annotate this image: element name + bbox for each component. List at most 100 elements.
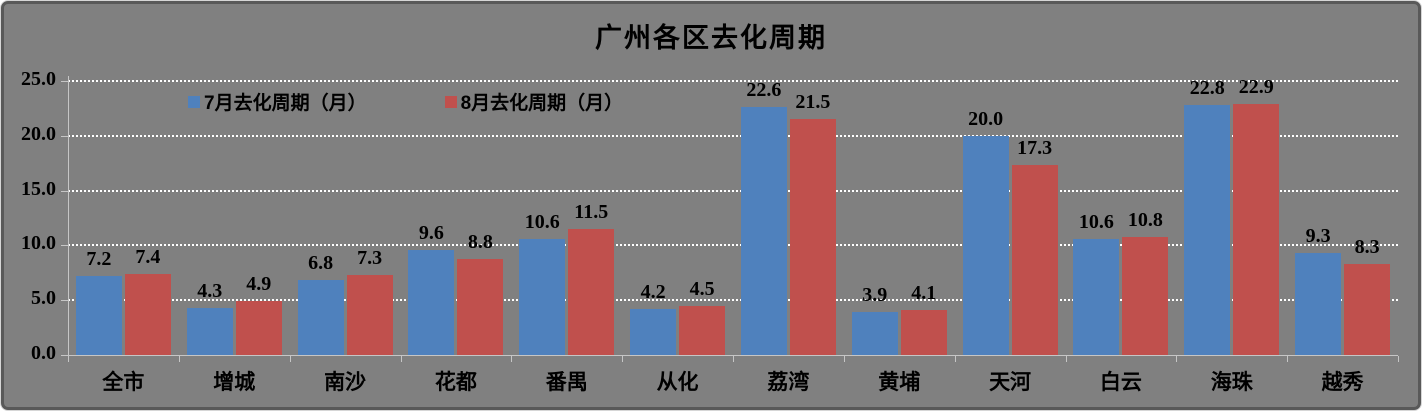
x-axis-tick: [1176, 356, 1178, 362]
bar: [1011, 165, 1058, 355]
value-label: 17.3: [1017, 137, 1053, 160]
category-label: 荔湾: [767, 371, 810, 394]
value-label: 4.5: [689, 277, 715, 300]
value-label: 9.3: [1305, 225, 1331, 248]
x-axis-tick: [733, 356, 734, 362]
legend-item-august: 8月去化周期（月）: [444, 88, 624, 115]
gridline: [68, 299, 1398, 302]
bar: [519, 238, 566, 355]
bar: [1073, 238, 1120, 355]
category-label: 海珠: [1210, 371, 1253, 394]
y-axis-tick-label: 5.0: [31, 287, 56, 310]
category-label: 南沙: [324, 371, 367, 394]
y-axis-line: [68, 76, 69, 355]
bar: [408, 249, 455, 355]
bar: [235, 301, 282, 355]
x-axis-tick: [289, 356, 291, 362]
y-axis-tick-label: 0.0: [31, 342, 56, 364]
y-axis-tick: [61, 81, 68, 82]
x-axis-tick: [954, 356, 956, 362]
bar: [186, 307, 233, 355]
gridline: [68, 80, 1398, 82]
plot-area: 0.0 5.0 10.0 15.0 20.0 25.0 7.2 7.4 全市 4.3 4.9 增城 6.…: [4, 4, 1418, 407]
legend: 7月去化周期（月） 8月去化周期（月）: [188, 88, 623, 115]
value-label: 10.6: [524, 210, 560, 233]
bar: [1344, 264, 1391, 355]
value-label: 10.8: [1127, 208, 1163, 231]
value-label: 20.0: [968, 107, 1004, 130]
value-label: 9.6: [418, 221, 444, 244]
x-axis-tick: [400, 356, 402, 362]
bar: [1233, 104, 1280, 355]
legend-label-july: 7月去化周期（月）: [204, 93, 367, 114]
x-axis-tick: [1065, 356, 1067, 362]
value-label: 6.8: [308, 252, 334, 275]
value-label: 21.5: [795, 91, 831, 114]
bar: [1295, 253, 1342, 355]
y-axis-tick-label: 15.0: [21, 177, 56, 200]
gridline: [68, 189, 1398, 192]
bar: [679, 305, 726, 355]
bar: [740, 107, 787, 355]
x-axis-tick: [843, 356, 845, 362]
category-label: 黄埔: [878, 371, 921, 394]
value-label: 4.2: [640, 280, 666, 303]
x-axis-tick: [511, 356, 513, 362]
category-label: 全市: [102, 371, 145, 394]
bar: [1184, 105, 1231, 355]
bar: [1122, 236, 1169, 355]
category-label: 花都: [434, 371, 477, 394]
value-label: 3.9: [862, 284, 888, 307]
value-label: 10.6: [1078, 210, 1114, 233]
value-label: 8.8: [467, 230, 493, 253]
legend-item-july: 7月去化周期（月）: [188, 88, 367, 115]
y-axis-tick: [61, 355, 68, 356]
value-label: 7.2: [86, 248, 112, 271]
bar: [962, 135, 1009, 355]
category-label: 越秀: [1321, 371, 1364, 394]
bar: [297, 280, 344, 355]
bar: [457, 258, 504, 355]
value-label: 8.3: [1354, 236, 1380, 259]
gridline: [68, 134, 1398, 137]
value-label: 7.4: [135, 245, 161, 268]
legend-swatch-august-icon: [444, 95, 457, 108]
y-axis-tick: [61, 300, 68, 302]
value-label: 11.5: [574, 200, 609, 223]
y-axis-tick: [61, 190, 68, 192]
y-axis-tick-label: 10.0: [21, 232, 56, 255]
x-axis-tick: [1398, 356, 1399, 362]
legend-swatch-july-icon: [188, 95, 200, 108]
y-axis-tick-label: 20.0: [21, 122, 56, 145]
bar: [124, 273, 171, 355]
bar: [568, 228, 615, 355]
legend-label-august: 8月去化周期（月）: [460, 93, 624, 114]
bar: [900, 310, 947, 355]
value-label: 7.3: [357, 246, 383, 269]
bar: [789, 119, 836, 355]
category-label: 天河: [989, 371, 1032, 394]
value-label: 4.1: [911, 282, 937, 305]
bar: [630, 308, 677, 355]
value-label: 4.9: [246, 273, 272, 296]
x-axis-tick: [1287, 356, 1289, 362]
x-axis-tick: [178, 356, 180, 362]
category-label: 白云: [1099, 371, 1142, 394]
bar: [75, 276, 122, 355]
chart-title: 广州各区去化周期: [595, 23, 827, 53]
value-label: 22.6: [746, 79, 782, 102]
x-axis-tick: [622, 356, 624, 362]
bar: [851, 312, 898, 355]
value-label: 22.9: [1238, 76, 1274, 99]
y-axis-tick: [61, 245, 68, 247]
category-label: 番禺: [545, 371, 588, 394]
y-axis-tick: [61, 135, 68, 137]
category-label: 从化: [656, 371, 699, 394]
bar: [346, 274, 393, 355]
gridline: [68, 244, 1398, 247]
x-axis-line: [68, 355, 1398, 356]
y-axis-tick-label: 25.0: [21, 68, 56, 90]
value-label: 22.8: [1189, 77, 1225, 100]
